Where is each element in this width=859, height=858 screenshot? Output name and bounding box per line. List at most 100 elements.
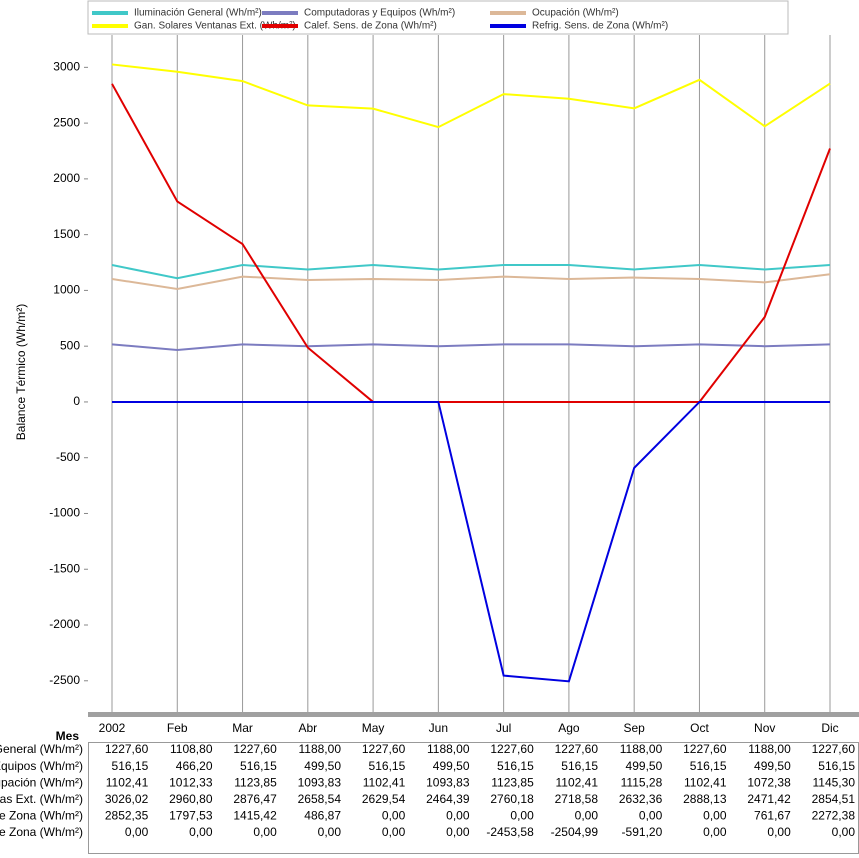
x-tick-label: Feb (167, 721, 188, 735)
table-cell: -2453,58 (486, 825, 534, 839)
y-tick-label: -500 (56, 450, 80, 464)
table-cell: 1093,83 (298, 775, 342, 789)
legend-label: Gan. Solares Ventanas Ext. (Wh/m²) (134, 21, 296, 32)
table-row-label: Refrig. Sens. de Zona (Wh/m²) (0, 825, 83, 839)
table-cell: 1072,38 (747, 775, 791, 789)
table-cell: 1102,41 (556, 775, 599, 789)
table-cell: 0,00 (832, 825, 856, 839)
table-cell: 2629,54 (362, 792, 406, 806)
series-line (111, 264, 831, 280)
table-cell: 1227,60 (812, 742, 856, 756)
table-cell: 1123,85 (491, 775, 534, 789)
table-cell: 0,00 (382, 825, 406, 839)
x-tick-label: Oct (690, 721, 709, 735)
y-tick-label: -1500 (49, 561, 80, 575)
table-cell: 2272,38 (812, 809, 856, 823)
table-cell: 516,15 (818, 759, 855, 773)
y-tick-label: -2000 (49, 617, 80, 631)
table-cell: 0,00 (703, 809, 727, 823)
table-cell: 0,00 (446, 825, 470, 839)
table-row-label: Gan. Solares Ventanas Ext. (Wh/m²) (0, 792, 83, 806)
table-cell: 1227,60 (233, 742, 277, 756)
table-cell: 1102,41 (684, 775, 727, 789)
x-tick-label: Sep (624, 721, 646, 735)
table-cell: 516,15 (561, 759, 598, 773)
table-cell: 1188,00 (620, 742, 663, 756)
table-cell: 516,15 (690, 759, 727, 773)
legend-label: Refrig. Sens. de Zona (Wh/m²) (532, 21, 668, 32)
table-cell: 2658,54 (298, 792, 342, 806)
axis-band (88, 712, 859, 717)
table-cell: 0,00 (125, 825, 149, 839)
table-cell: 0,00 (767, 825, 791, 839)
table-cell: 0,00 (382, 809, 406, 823)
x-tick-label: Jul (496, 721, 511, 735)
table-cell: 0,00 (510, 809, 534, 823)
table-cell: 0,00 (318, 825, 342, 839)
table-cell: 1797,53 (169, 809, 213, 823)
table-cell: 516,15 (369, 759, 406, 773)
table-cell: 2854,51 (812, 792, 856, 806)
table-cell: 466,20 (176, 759, 213, 773)
legend-label: Ocupación (Wh/m²) (532, 8, 619, 19)
table-cell: 1227,60 (490, 742, 534, 756)
table-cell: -2504,99 (551, 825, 599, 839)
table-cell: 761,67 (754, 809, 791, 823)
table-cell: 516,15 (112, 759, 149, 773)
table-row-label: Ocupación (Wh/m²) (0, 775, 83, 789)
table-cell: -591,20 (622, 825, 663, 839)
y-tick-label: -1000 (49, 506, 80, 520)
table-cell: 1145,30 (813, 775, 856, 789)
table-cell: 1227,60 (362, 742, 406, 756)
x-tick-label: Nov (754, 721, 775, 735)
table-cell: 2471,42 (747, 792, 791, 806)
x-tick-label: May (362, 721, 385, 735)
table-cell: 2876,47 (233, 792, 277, 806)
table-cell: 0,00 (575, 809, 599, 823)
y-tick-label: -2500 (49, 673, 80, 687)
table-cell: 1102,41 (363, 775, 406, 789)
table-cell: 1093,83 (426, 775, 470, 789)
y-axis-label: Balance Térmico (Wh/m²) (14, 304, 28, 440)
y-tick-label: 2500 (53, 115, 80, 129)
table-cell: 1115,28 (621, 775, 663, 789)
table-cell: 0,00 (639, 809, 663, 823)
table-cell: 516,15 (497, 759, 534, 773)
legend-box (87, 0, 789, 35)
table-row-label: Iluminación General (Wh/m²) (0, 742, 83, 756)
table-cell: 2960,80 (169, 792, 213, 806)
table-cell: 2760,18 (490, 792, 534, 806)
table-cell: 2632,36 (619, 792, 663, 806)
y-tick-label: 3000 (53, 60, 80, 74)
table-cell: 499,50 (754, 759, 791, 773)
series-line (111, 343, 831, 351)
table-row-label: Calef. Sens. de Zona (Wh/m²) (0, 809, 83, 823)
x-tick-label: 2002 (99, 721, 126, 735)
table-cell: 0,00 (703, 825, 727, 839)
table-cell: 1012,33 (169, 775, 213, 789)
table-cell: 1188,00 (299, 742, 342, 756)
legend-label: Iluminación General (Wh/m²) (134, 8, 262, 19)
y-tick-label: 2000 (53, 171, 80, 185)
table-row-label: Computadoras y Equipos (Wh/m²) (0, 759, 83, 773)
table-cell: 1102,41 (106, 775, 149, 789)
table-cell: 1415,42 (233, 809, 277, 823)
legend-label: Computadoras y Equipos (Wh/m²) (304, 8, 455, 19)
series-line (111, 273, 831, 291)
x-tick-label: Ago (558, 721, 580, 735)
table-cell: 2718,58 (555, 792, 599, 806)
table-cell: 0,00 (189, 825, 213, 839)
x-tick-label: Abr (298, 721, 317, 735)
table-cell: 499,50 (304, 759, 341, 773)
y-tick-label: 1500 (53, 227, 80, 241)
table-cell: 2888,13 (683, 792, 727, 806)
table-cell: 1123,85 (234, 775, 277, 789)
y-tick-label: 0 (73, 394, 80, 408)
table-cell: 1227,60 (105, 742, 149, 756)
table-cell: 486,87 (304, 809, 341, 823)
x-axis-label: Mes (56, 729, 80, 743)
y-tick-label: 1000 (53, 283, 80, 297)
series-line (111, 63, 831, 129)
x-tick-label: Dic (821, 721, 838, 735)
